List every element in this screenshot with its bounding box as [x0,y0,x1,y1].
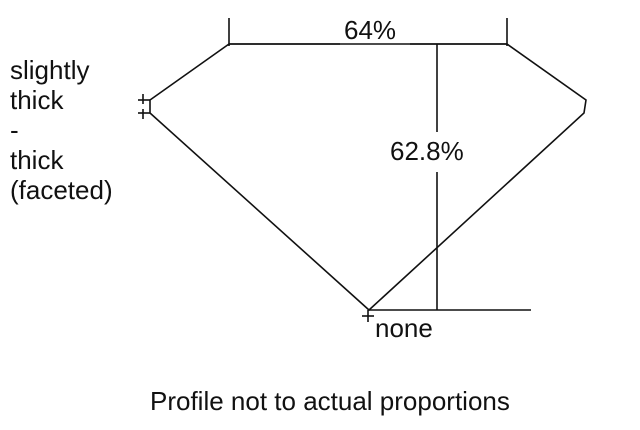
girdle-label-line: - [10,115,19,145]
depth-percent-label: 62.8% [390,136,464,166]
girdle-label-line: thick [10,145,64,175]
girdle-label-line: (faceted) [10,175,113,205]
culet-label: none [375,313,433,343]
girdle-label-line: slightly [10,55,90,85]
girdle-label: slightly thick - thick (faceted) [10,55,113,205]
caption: Profile not to actual proportions [150,386,510,416]
table-percent-label: 64% [344,15,397,45]
gem-outline [149,43,587,312]
girdle-label-line: thick [10,85,64,115]
